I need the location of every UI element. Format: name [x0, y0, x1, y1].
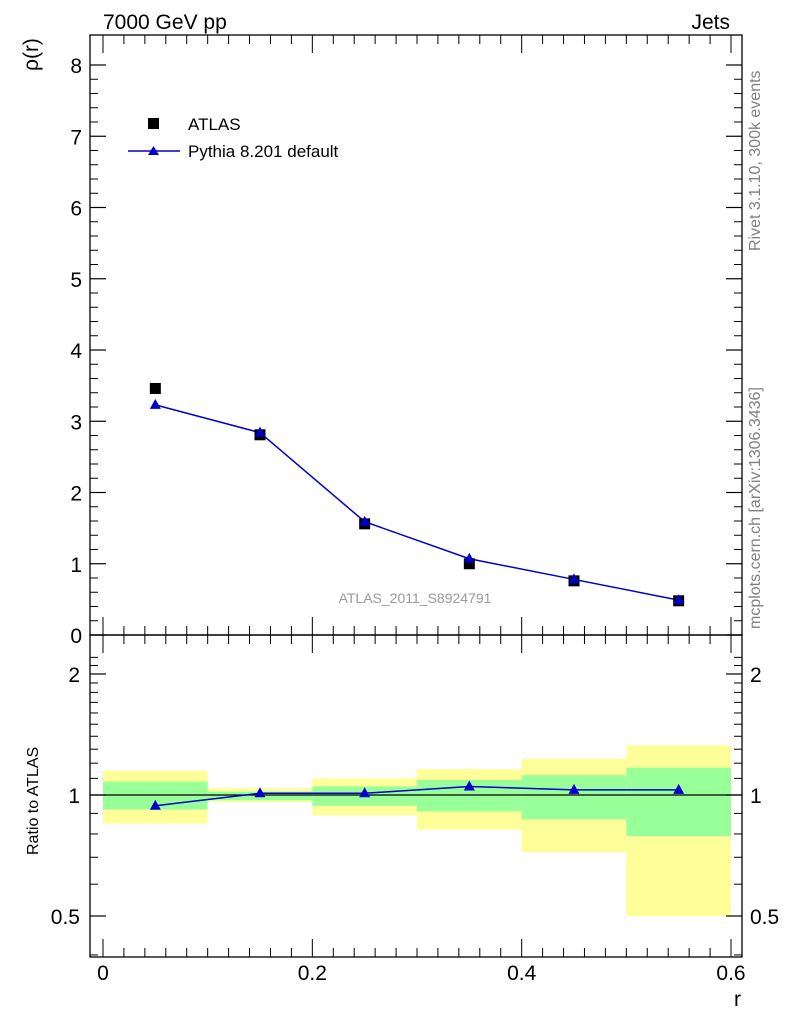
ratio-xlabel: r: [734, 988, 741, 1011]
ratio-pythia-point: [359, 787, 371, 798]
pythia-point: [149, 398, 161, 409]
legend-pythia-marker: [148, 146, 159, 155]
header-right: Jets: [691, 11, 730, 34]
main-ylabel: ρ(r): [20, 38, 43, 71]
legend: ATLAS Pythia 8.201 default: [128, 115, 339, 161]
mcplots-label: mcplots.cern.ch [arXiv:1306.3436]: [747, 387, 764, 629]
ratio-xtick-label: 0: [97, 962, 109, 985]
main-ytick-label: 3: [70, 411, 82, 434]
pythia-point: [463, 552, 475, 563]
pythia-point: [568, 573, 580, 584]
band-inner: [626, 767, 731, 837]
ratio-ytick-label-right: 1: [750, 785, 762, 808]
main-ytick-label: 7: [70, 126, 82, 149]
ratio-pythia-point: [149, 799, 161, 810]
main-ytick-label: 0: [70, 625, 82, 648]
ratio-ylabel: Ratio to ATLAS: [25, 747, 42, 855]
ratio-ytick-label: 1: [68, 785, 80, 808]
main-ytick-label: 8: [70, 55, 82, 78]
main-ytick-label: 1: [70, 554, 82, 577]
ratio-xtick-label: 0.2: [298, 962, 327, 985]
main-ytick-label: 5: [70, 269, 82, 292]
ratio-panel: 0.5 0.5 1 1 2 2 0 0.2 0.4 0.6 Ratio to ATLAS r: [25, 634, 779, 1011]
pythia-line: [155, 404, 679, 601]
band-inner: [521, 775, 627, 820]
ratio-pythia-point: [463, 780, 475, 791]
atlas-point: [463, 558, 475, 570]
main-ytick-label: 6: [70, 198, 82, 221]
ratio-ytick-label: 2: [68, 664, 80, 687]
atlas-point: [149, 382, 161, 394]
header-left: 7000 GeV pp: [103, 11, 227, 34]
main-ytick-label: 4: [70, 340, 82, 363]
rivet-label: Rivet 3.1.10, 300k events: [747, 70, 764, 251]
ratio-xtick-label: 0.4: [507, 962, 537, 985]
ratio-ytick-label: 0.5: [51, 906, 80, 929]
ratio-frame: [89, 634, 743, 958]
ratio-pythia-line: [155, 785, 679, 807]
ratio-xtick-label: 0.6: [716, 962, 745, 985]
ratio-pythia-point: [254, 787, 266, 798]
pythia-point: [359, 515, 371, 526]
ratio-ytick-label-right: 2: [750, 664, 762, 687]
legend-atlas-marker: [148, 118, 159, 129]
main-ytick-label: 2: [70, 483, 82, 506]
ratio-pythia-point: [568, 783, 580, 794]
ratio-pythia-point: [673, 783, 685, 794]
legend-pythia-label: Pythia 8.201 default: [188, 142, 339, 161]
pythia-point: [673, 594, 685, 605]
ratio-ytick-label-right: 0.5: [750, 906, 779, 929]
legend-atlas-label: ATLAS: [188, 115, 241, 134]
main-panel: 0 1 2 3 4 5 6 7 8 ρ(r) ATLAS_2011_S8924791 ATLAS…: [20, 34, 743, 648]
pythia-point: [254, 426, 266, 437]
analysis-id: ATLAS_2011_S8924791: [339, 590, 492, 606]
